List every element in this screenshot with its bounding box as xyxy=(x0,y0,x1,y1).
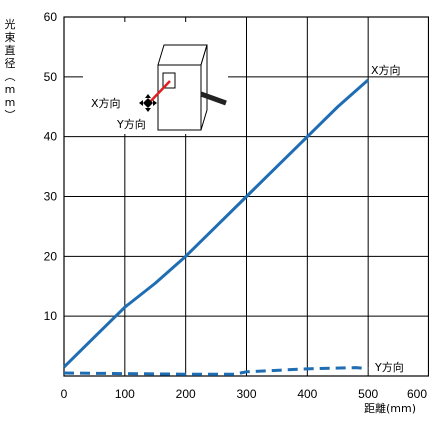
x-tick-label: 300 xyxy=(236,387,256,401)
y-tick-label: 30 xyxy=(44,190,58,204)
laser-beam-icon xyxy=(147,80,171,105)
y-tick-label: 10 xyxy=(44,309,58,323)
sensor-body-icon xyxy=(157,44,208,131)
x-axis-label: 距離(mm) xyxy=(364,401,416,415)
y-axis-label-char: 直 xyxy=(5,43,16,57)
sensor-illustration: X方向 Y方向 xyxy=(83,22,228,134)
y-axis-label-char: m xyxy=(5,83,16,96)
x-tick-label: 500 xyxy=(358,387,378,401)
x-tick-label: 0 xyxy=(61,387,68,401)
y-tick-labels: 10 20 30 40 50 60 xyxy=(44,10,58,323)
series-label-x: X方向 xyxy=(371,63,401,77)
inset-y-label: Y方向 xyxy=(116,117,146,131)
x-tick-label: 600 xyxy=(407,387,427,401)
series-label-y: Y方向 xyxy=(374,360,404,374)
x-tick-label: 200 xyxy=(176,387,196,401)
y-axis-label-char: m xyxy=(5,96,16,109)
y-tick-label: 60 xyxy=(44,10,58,24)
series-line-x xyxy=(62,78,370,369)
series-line-y xyxy=(63,366,369,376)
cable-icon xyxy=(200,91,227,106)
y-tick-label: 20 xyxy=(44,249,58,263)
y-tick-label: 40 xyxy=(44,130,58,144)
y-axis-label-char: ︵ xyxy=(5,70,16,83)
y-tick-label: 50 xyxy=(44,70,58,84)
inset-x-label: X方向 xyxy=(91,96,121,110)
x-tick-label: 400 xyxy=(297,387,317,401)
x-tick-label: 100 xyxy=(115,387,135,401)
y-axis-label-char: ︶ xyxy=(5,109,16,122)
y-axis-label-char: 光 xyxy=(5,17,16,31)
series-lines xyxy=(62,78,370,376)
y-axis-label-char: 径 xyxy=(5,57,16,70)
x-tick-labels: 0 100 200 300 400 500 600 xyxy=(61,387,428,401)
y-axis-label-char: 束 xyxy=(5,31,16,44)
direction-arrows-icon xyxy=(139,94,157,112)
